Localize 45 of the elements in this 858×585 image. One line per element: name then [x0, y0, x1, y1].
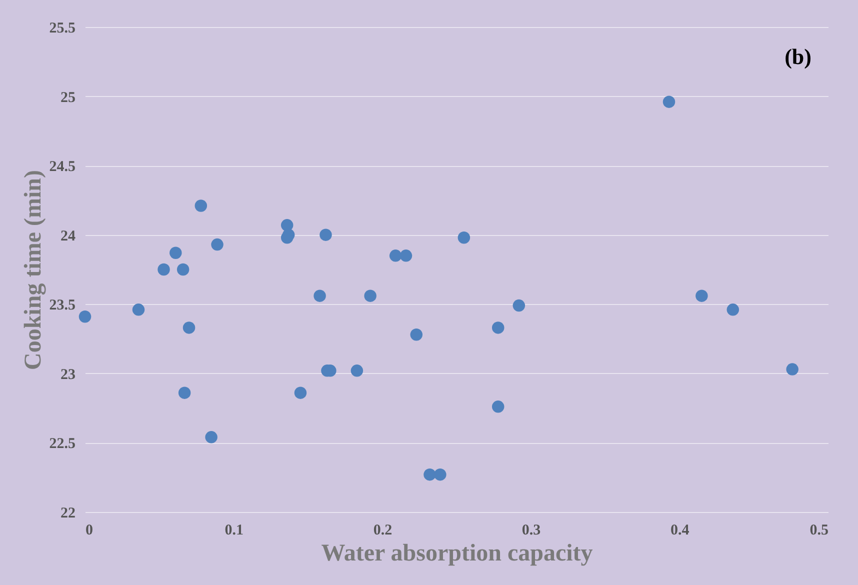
point [194, 200, 208, 212]
y-tick-label: 22 [60, 506, 76, 522]
y-tick-label: 22.5 [49, 436, 76, 452]
point [158, 263, 170, 276]
point [176, 263, 190, 276]
x-tick-label: 0.5 [810, 522, 828, 538]
point [78, 310, 92, 323]
point [492, 322, 504, 334]
point [410, 328, 422, 341]
point [400, 250, 412, 262]
y-tick-label: 25 [60, 90, 76, 106]
y-tick-label: 23 [60, 366, 76, 383]
point [364, 290, 376, 302]
y-tick-label: 25.5 [49, 20, 76, 36]
y-tick-label: 24.5 [49, 159, 76, 176]
point [294, 386, 307, 399]
point [424, 468, 436, 481]
point [205, 431, 218, 444]
point [786, 363, 798, 376]
x-tick-label: 0.3 [522, 522, 541, 538]
y-tick-label: 23.5 [49, 298, 76, 314]
point [512, 299, 526, 312]
y-tick-label: 24 [60, 228, 76, 244]
point [492, 400, 504, 413]
point [458, 232, 470, 244]
annotation: (b) [784, 44, 812, 69]
x-tick-label: 0 [86, 522, 93, 538]
point [170, 246, 182, 259]
point [314, 290, 326, 302]
x-tick-label: 0.2 [373, 522, 392, 538]
point [320, 228, 332, 241]
point [434, 468, 446, 481]
point [178, 386, 191, 399]
point [662, 96, 676, 108]
point [389, 250, 402, 262]
y-axis-title: Cooking time (min) [20, 170, 46, 370]
x-tick-label: 0.1 [224, 522, 244, 538]
x-tick-label: 0.4 [670, 522, 690, 538]
point [182, 322, 196, 334]
point [350, 364, 364, 377]
point [211, 238, 224, 251]
x-axis-title: Water absorption capacity [321, 540, 593, 566]
point [696, 290, 708, 302]
point [726, 304, 740, 316]
point [132, 304, 145, 316]
